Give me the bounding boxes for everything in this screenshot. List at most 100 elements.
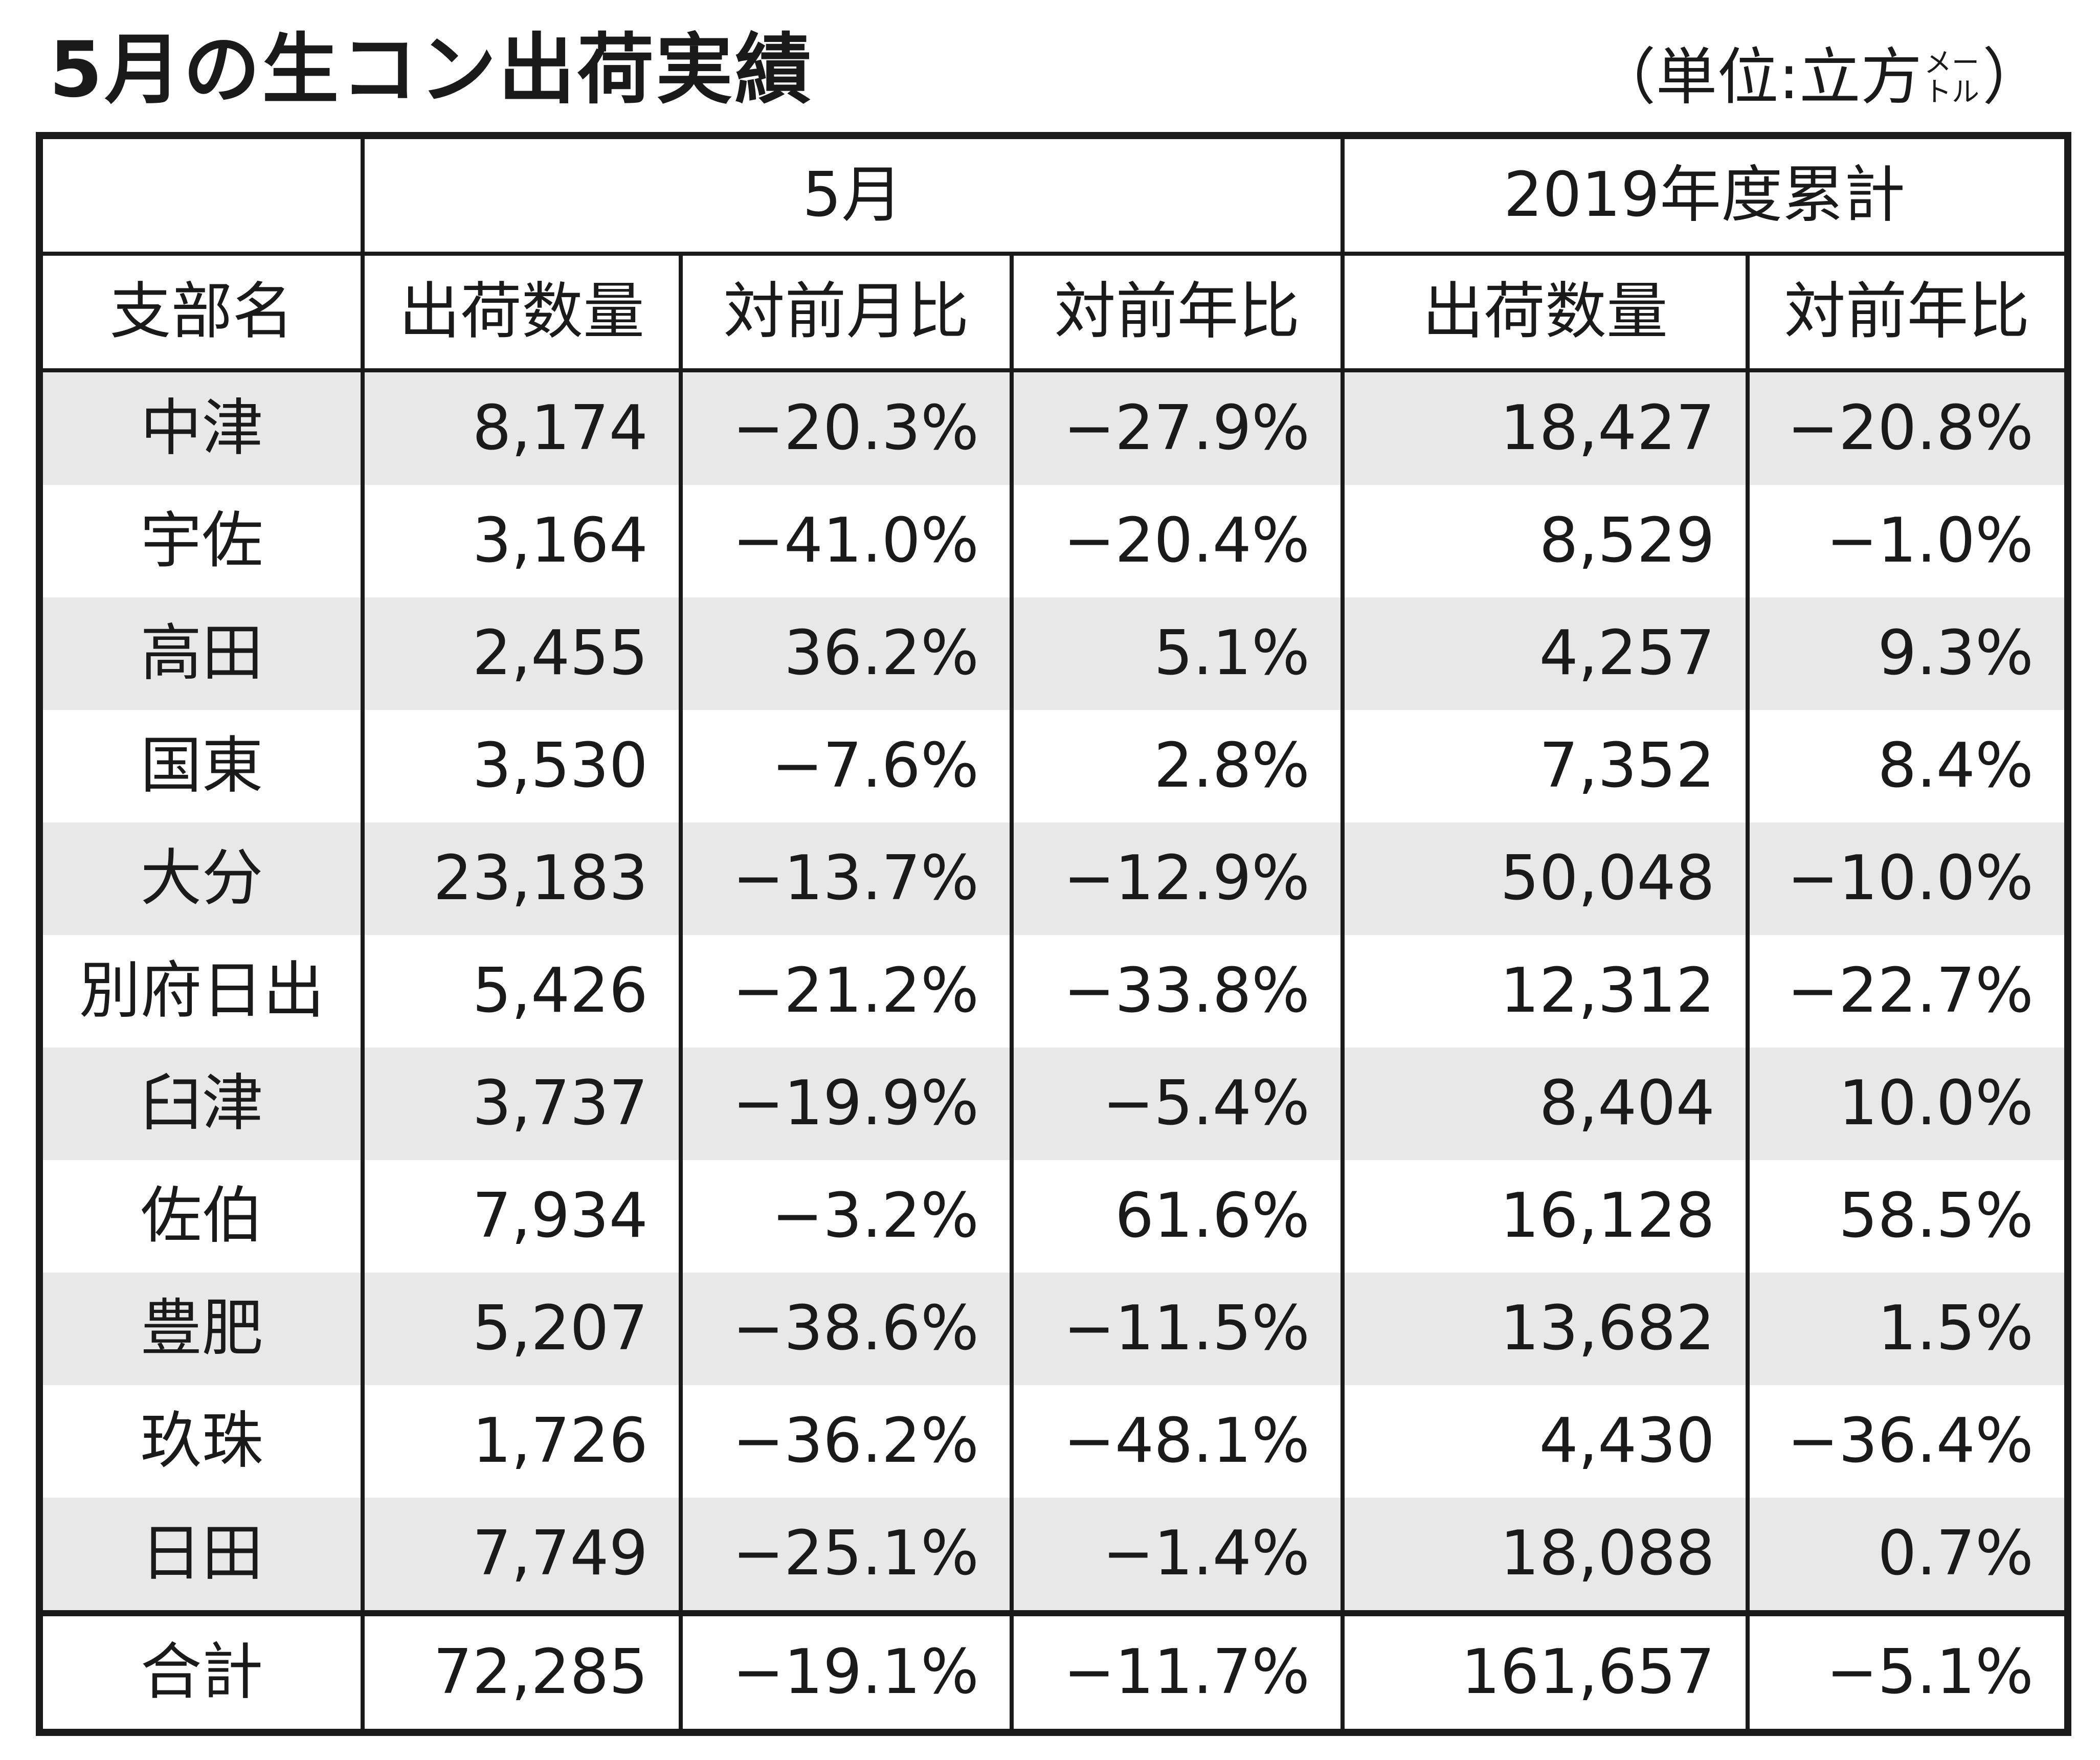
cum-qty-cell: 18,427: [1341, 370, 1750, 485]
branch-name-cell: 別府日出: [37, 935, 365, 1048]
may-qty-cell: 3,164: [361, 485, 683, 597]
may-qty-cell: 5,426: [361, 935, 683, 1048]
cum-yoy-ratio-cell: −10.0%: [1746, 822, 2070, 935]
may-qty-cell: 7,934: [361, 1160, 683, 1273]
total-row: 合計 72,285 −19.1% −11.7% 161,657 −5.1%: [37, 1610, 2070, 1732]
cum-yoy-ratio-cell: 9.3%: [1746, 597, 2070, 710]
branch-name-cell: 日田: [37, 1498, 365, 1613]
branch-name-cell: 大分: [37, 822, 365, 935]
total-cum-qty-cell: 161,657: [1341, 1610, 1750, 1732]
group-header-row: 5月 2019年度累計: [37, 136, 2070, 256]
cum-qty-cell: 4,257: [1341, 597, 1750, 710]
total-cum-yoy-ratio-cell: −5.1%: [1746, 1610, 2070, 1732]
unit-note-close: ）: [1982, 42, 2044, 113]
mom-ratio-cell: −19.9%: [679, 1048, 1014, 1160]
total-may-qty-cell: 72,285: [361, 1610, 683, 1732]
cum-qty-cell: 50,048: [1341, 822, 1750, 935]
yoy-ratio-cell: 2.8%: [1009, 710, 1345, 822]
total-yoy-ratio-cell: −11.7%: [1009, 1610, 1345, 1732]
mom-ratio-cell: −36.2%: [679, 1385, 1014, 1498]
mom-ratio-cell: −21.2%: [679, 935, 1014, 1048]
cum-yoy-ratio-cell: −1.0%: [1746, 485, 2070, 597]
group-header-may: 5月: [360, 136, 1345, 256]
branch-name-cell: 国東: [37, 710, 365, 822]
may-qty-cell: 8,174: [361, 370, 683, 485]
yoy-ratio-cell: 5.1%: [1009, 597, 1345, 710]
yoy-ratio-cell: −1.4%: [1009, 1498, 1345, 1613]
branch-name-cell: 中津: [37, 370, 365, 485]
table-row: 中津 8,174 −20.3% −27.9% 18,427 −20.8%: [37, 370, 2070, 485]
yoy-ratio-cell: −11.5%: [1009, 1273, 1345, 1385]
unit-note-small-bottom: トル: [1924, 76, 1979, 108]
may-qty-cell: 3,737: [361, 1048, 683, 1160]
mom-ratio-cell: −41.0%: [679, 485, 1014, 597]
table-row: 玖珠 1,726 −36.2% −48.1% 4,430 −36.4%: [37, 1385, 2070, 1498]
yoy-ratio-cell: −27.9%: [1009, 370, 1345, 485]
mom-ratio-cell: 36.2%: [679, 597, 1014, 710]
mom-ratio-cell: −25.1%: [679, 1498, 1014, 1613]
may-qty-cell: 7,749: [361, 1498, 683, 1613]
mom-ratio-cell: −38.6%: [679, 1273, 1014, 1385]
yoy-ratio-cell: −48.1%: [1009, 1385, 1345, 1498]
cum-qty-cell: 13,682: [1341, 1273, 1750, 1385]
branch-name-cell: 宇佐: [37, 485, 365, 597]
col-header-branch: 支部名: [37, 254, 365, 372]
may-qty-cell: 23,183: [361, 822, 683, 935]
cum-yoy-ratio-cell: 1.5%: [1746, 1273, 2070, 1385]
shipment-table: 5月 2019年度累計 支部名 出荷数量 対前月比 対前年比 出荷数量 対前年比…: [36, 132, 2072, 1736]
col-header-mom: 対前月比: [679, 254, 1014, 372]
cum-qty-cell: 8,529: [1341, 485, 1750, 597]
yoy-ratio-cell: −5.4%: [1009, 1048, 1345, 1160]
col-header-may-qty: 出荷数量: [361, 254, 683, 372]
mom-ratio-cell: −7.6%: [679, 710, 1014, 822]
cum-yoy-ratio-cell: −22.7%: [1746, 935, 2070, 1048]
table-row: 佐伯 7,934 −3.2% 61.6% 16,128 58.5%: [37, 1160, 2070, 1273]
cum-qty-cell: 7,352: [1341, 710, 1750, 822]
cum-qty-cell: 8,404: [1341, 1048, 1750, 1160]
yoy-ratio-cell: 61.6%: [1009, 1160, 1345, 1273]
cum-yoy-ratio-cell: −36.4%: [1746, 1385, 2070, 1498]
page-title: 5月の生コン出荷実績: [49, 26, 814, 115]
col-header-cum-yoy: 対前年比: [1746, 254, 2070, 372]
table-row: 大分 23,183 −13.7% −12.9% 50,048 −10.0%: [37, 822, 2070, 935]
table-row: 臼津 3,737 −19.9% −5.4% 8,404 10.0%: [37, 1048, 2070, 1160]
may-qty-cell: 1,726: [361, 1385, 683, 1498]
column-header-row: 支部名 出荷数量 対前月比 対前年比 出荷数量 対前年比: [37, 254, 2070, 372]
mom-ratio-cell: −20.3%: [679, 370, 1014, 485]
cum-qty-cell: 12,312: [1341, 935, 1750, 1048]
table-row: 日田 7,749 −25.1% −1.4% 18,088 0.7%: [37, 1498, 2070, 1613]
cum-qty-cell: 16,128: [1341, 1160, 1750, 1273]
unit-note: （単位:立方 メー トル ）: [1595, 47, 2044, 108]
cum-yoy-ratio-cell: 58.5%: [1746, 1160, 2070, 1273]
cum-yoy-ratio-cell: 10.0%: [1746, 1048, 2070, 1160]
table-row: 国東 3,530 −7.6% 2.8% 7,352 8.4%: [37, 710, 2070, 822]
yoy-ratio-cell: −12.9%: [1009, 822, 1345, 935]
mom-ratio-cell: −3.2%: [679, 1160, 1014, 1273]
yoy-ratio-cell: −33.8%: [1009, 935, 1345, 1048]
yoy-ratio-cell: −20.4%: [1009, 485, 1345, 597]
table-row: 豊肥 5,207 −38.6% −11.5% 13,682 1.5%: [37, 1273, 2070, 1385]
may-qty-cell: 2,455: [361, 597, 683, 710]
may-qty-cell: 3,530: [361, 710, 683, 822]
col-header-cum-qty: 出荷数量: [1341, 254, 1750, 372]
cum-qty-cell: 18,088: [1341, 1498, 1750, 1613]
cum-yoy-ratio-cell: 8.4%: [1746, 710, 2070, 822]
cum-yoy-ratio-cell: 0.7%: [1746, 1498, 2070, 1613]
total-branch-name-cell: 合計: [37, 1610, 365, 1732]
col-header-yoy: 対前年比: [1009, 254, 1345, 372]
total-mom-ratio-cell: −19.1%: [679, 1610, 1014, 1732]
cum-qty-cell: 4,430: [1341, 1385, 1750, 1498]
group-header-cumulative: 2019年度累計: [1341, 136, 2070, 256]
table-row: 別府日出 5,426 −21.2% −33.8% 12,312 −22.7%: [37, 935, 2070, 1048]
group-header-empty: [37, 136, 365, 256]
table-row: 宇佐 3,164 −41.0% −20.4% 8,529 −1.0%: [37, 485, 2070, 597]
table-row: 高田 2,455 36.2% 5.1% 4,257 9.3%: [37, 597, 2070, 710]
branch-name-cell: 玖珠: [37, 1385, 365, 1498]
branch-name-cell: 臼津: [37, 1048, 365, 1160]
branch-name-cell: 豊肥: [37, 1273, 365, 1385]
branch-name-cell: 佐伯: [37, 1160, 365, 1273]
mom-ratio-cell: −13.7%: [679, 822, 1014, 935]
unit-note-small: メー トル: [1924, 49, 1979, 106]
branch-name-cell: 高田: [37, 597, 365, 710]
unit-note-small-top: メー: [1924, 47, 1979, 79]
